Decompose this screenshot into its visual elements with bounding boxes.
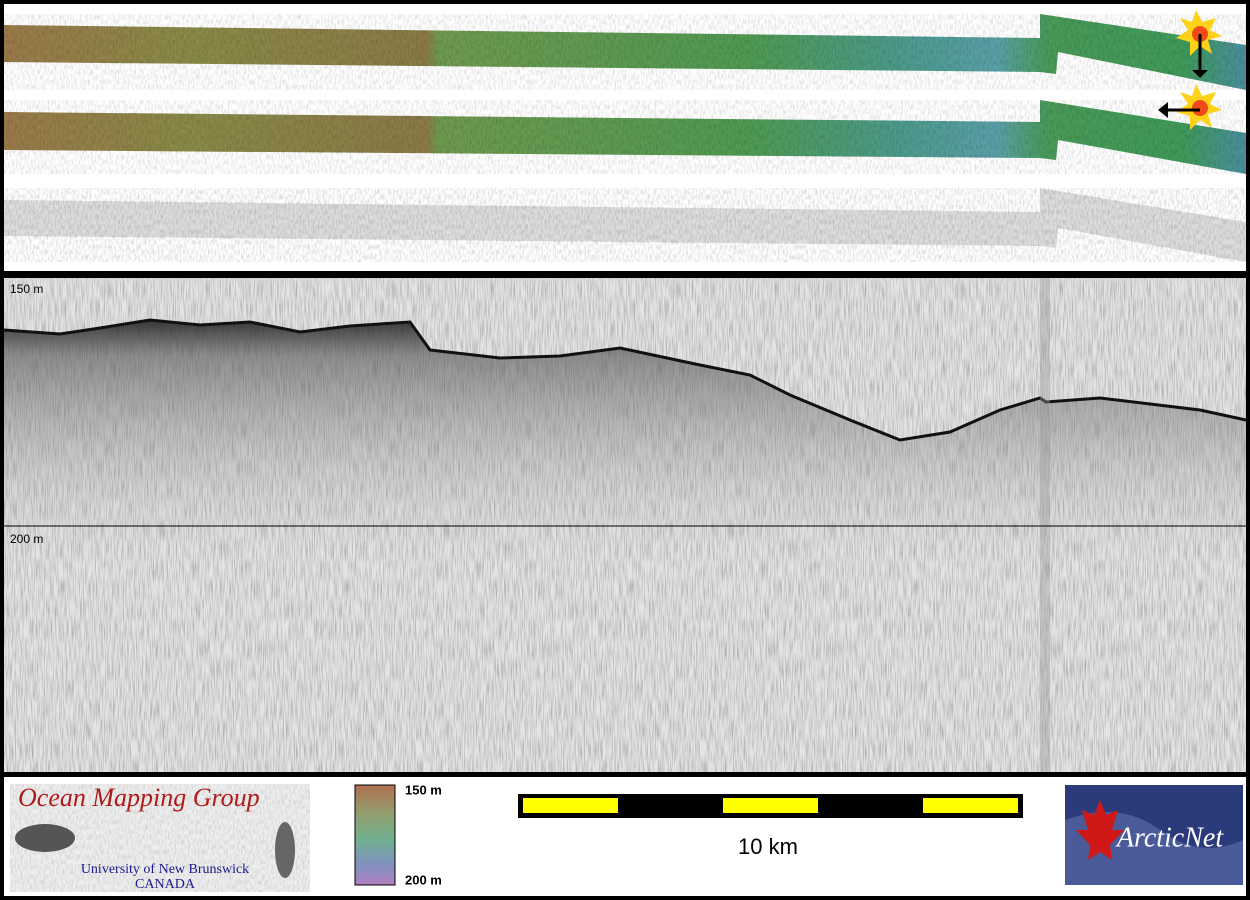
colorbar-label: 200 m xyxy=(405,872,442,887)
colorbar-label: 150 m xyxy=(405,782,442,797)
logo-title: Ocean Mapping Group xyxy=(18,783,260,812)
scale-bar xyxy=(518,794,1023,818)
scale-label: 10 km xyxy=(738,834,798,859)
depth-label: 200 m xyxy=(10,532,43,546)
profile-gap xyxy=(1040,278,1050,772)
colorbar xyxy=(354,784,396,886)
sun-markers xyxy=(1158,10,1222,130)
logo-line: University of New Brunswick xyxy=(81,862,249,877)
seabed xyxy=(3,318,1247,442)
sediment xyxy=(4,320,1246,560)
logo-line: CANADA xyxy=(135,877,196,892)
omg-logo: Ocean Mapping Group University of New Br… xyxy=(10,783,310,892)
partner-name: ArcticNet xyxy=(1115,822,1224,853)
swath-strips xyxy=(4,14,1246,262)
depth-label: 150 m xyxy=(10,282,43,296)
arcticnet-logo: ArcticNet xyxy=(1065,785,1243,885)
